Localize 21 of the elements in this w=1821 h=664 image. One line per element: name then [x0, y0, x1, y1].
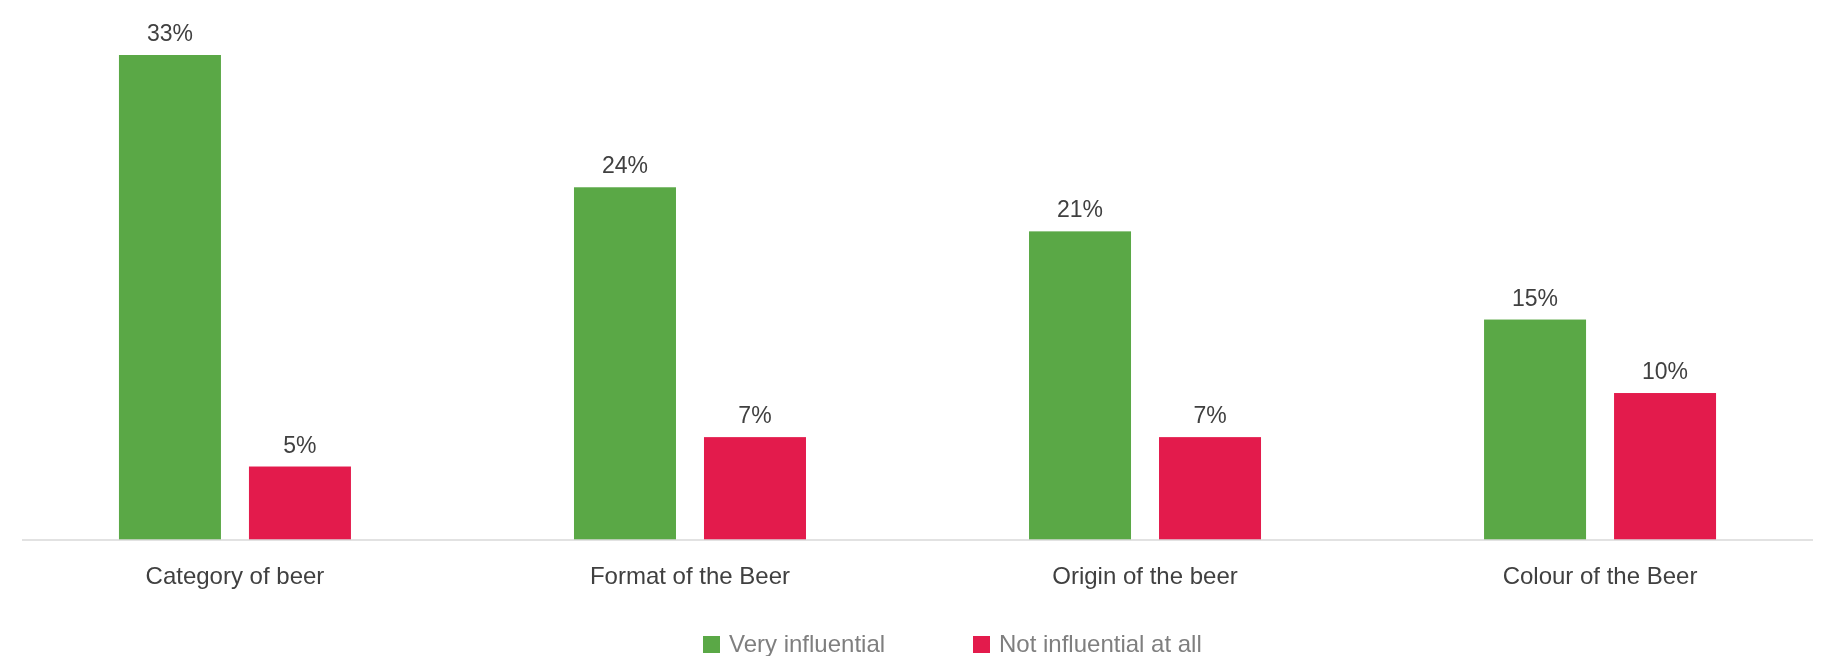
bar — [1614, 393, 1717, 540]
bar — [1029, 231, 1132, 540]
data-label: 10% — [1642, 358, 1689, 385]
data-label: 21% — [1056, 196, 1104, 223]
x-tick-label: Origin of the beer — [1052, 562, 1238, 589]
bar — [118, 55, 221, 540]
data-label: 24% — [601, 152, 649, 179]
bar — [1159, 437, 1262, 540]
x-tick-label: Colour of the Beer — [1502, 562, 1698, 589]
x-tick-label: Category of beer — [145, 562, 325, 589]
data-label: 7% — [738, 402, 772, 429]
bar — [703, 437, 806, 540]
data-label: 15% — [1512, 284, 1559, 311]
bar — [573, 187, 676, 540]
data-label: 33% — [146, 20, 193, 46]
bar — [248, 466, 351, 540]
data-label: 5% — [283, 431, 317, 458]
bar — [1484, 319, 1587, 540]
legend-label: Not influential at all — [999, 630, 1202, 657]
x-tick-label: Format of the Beer — [589, 562, 791, 589]
data-label: 7% — [1193, 402, 1227, 429]
